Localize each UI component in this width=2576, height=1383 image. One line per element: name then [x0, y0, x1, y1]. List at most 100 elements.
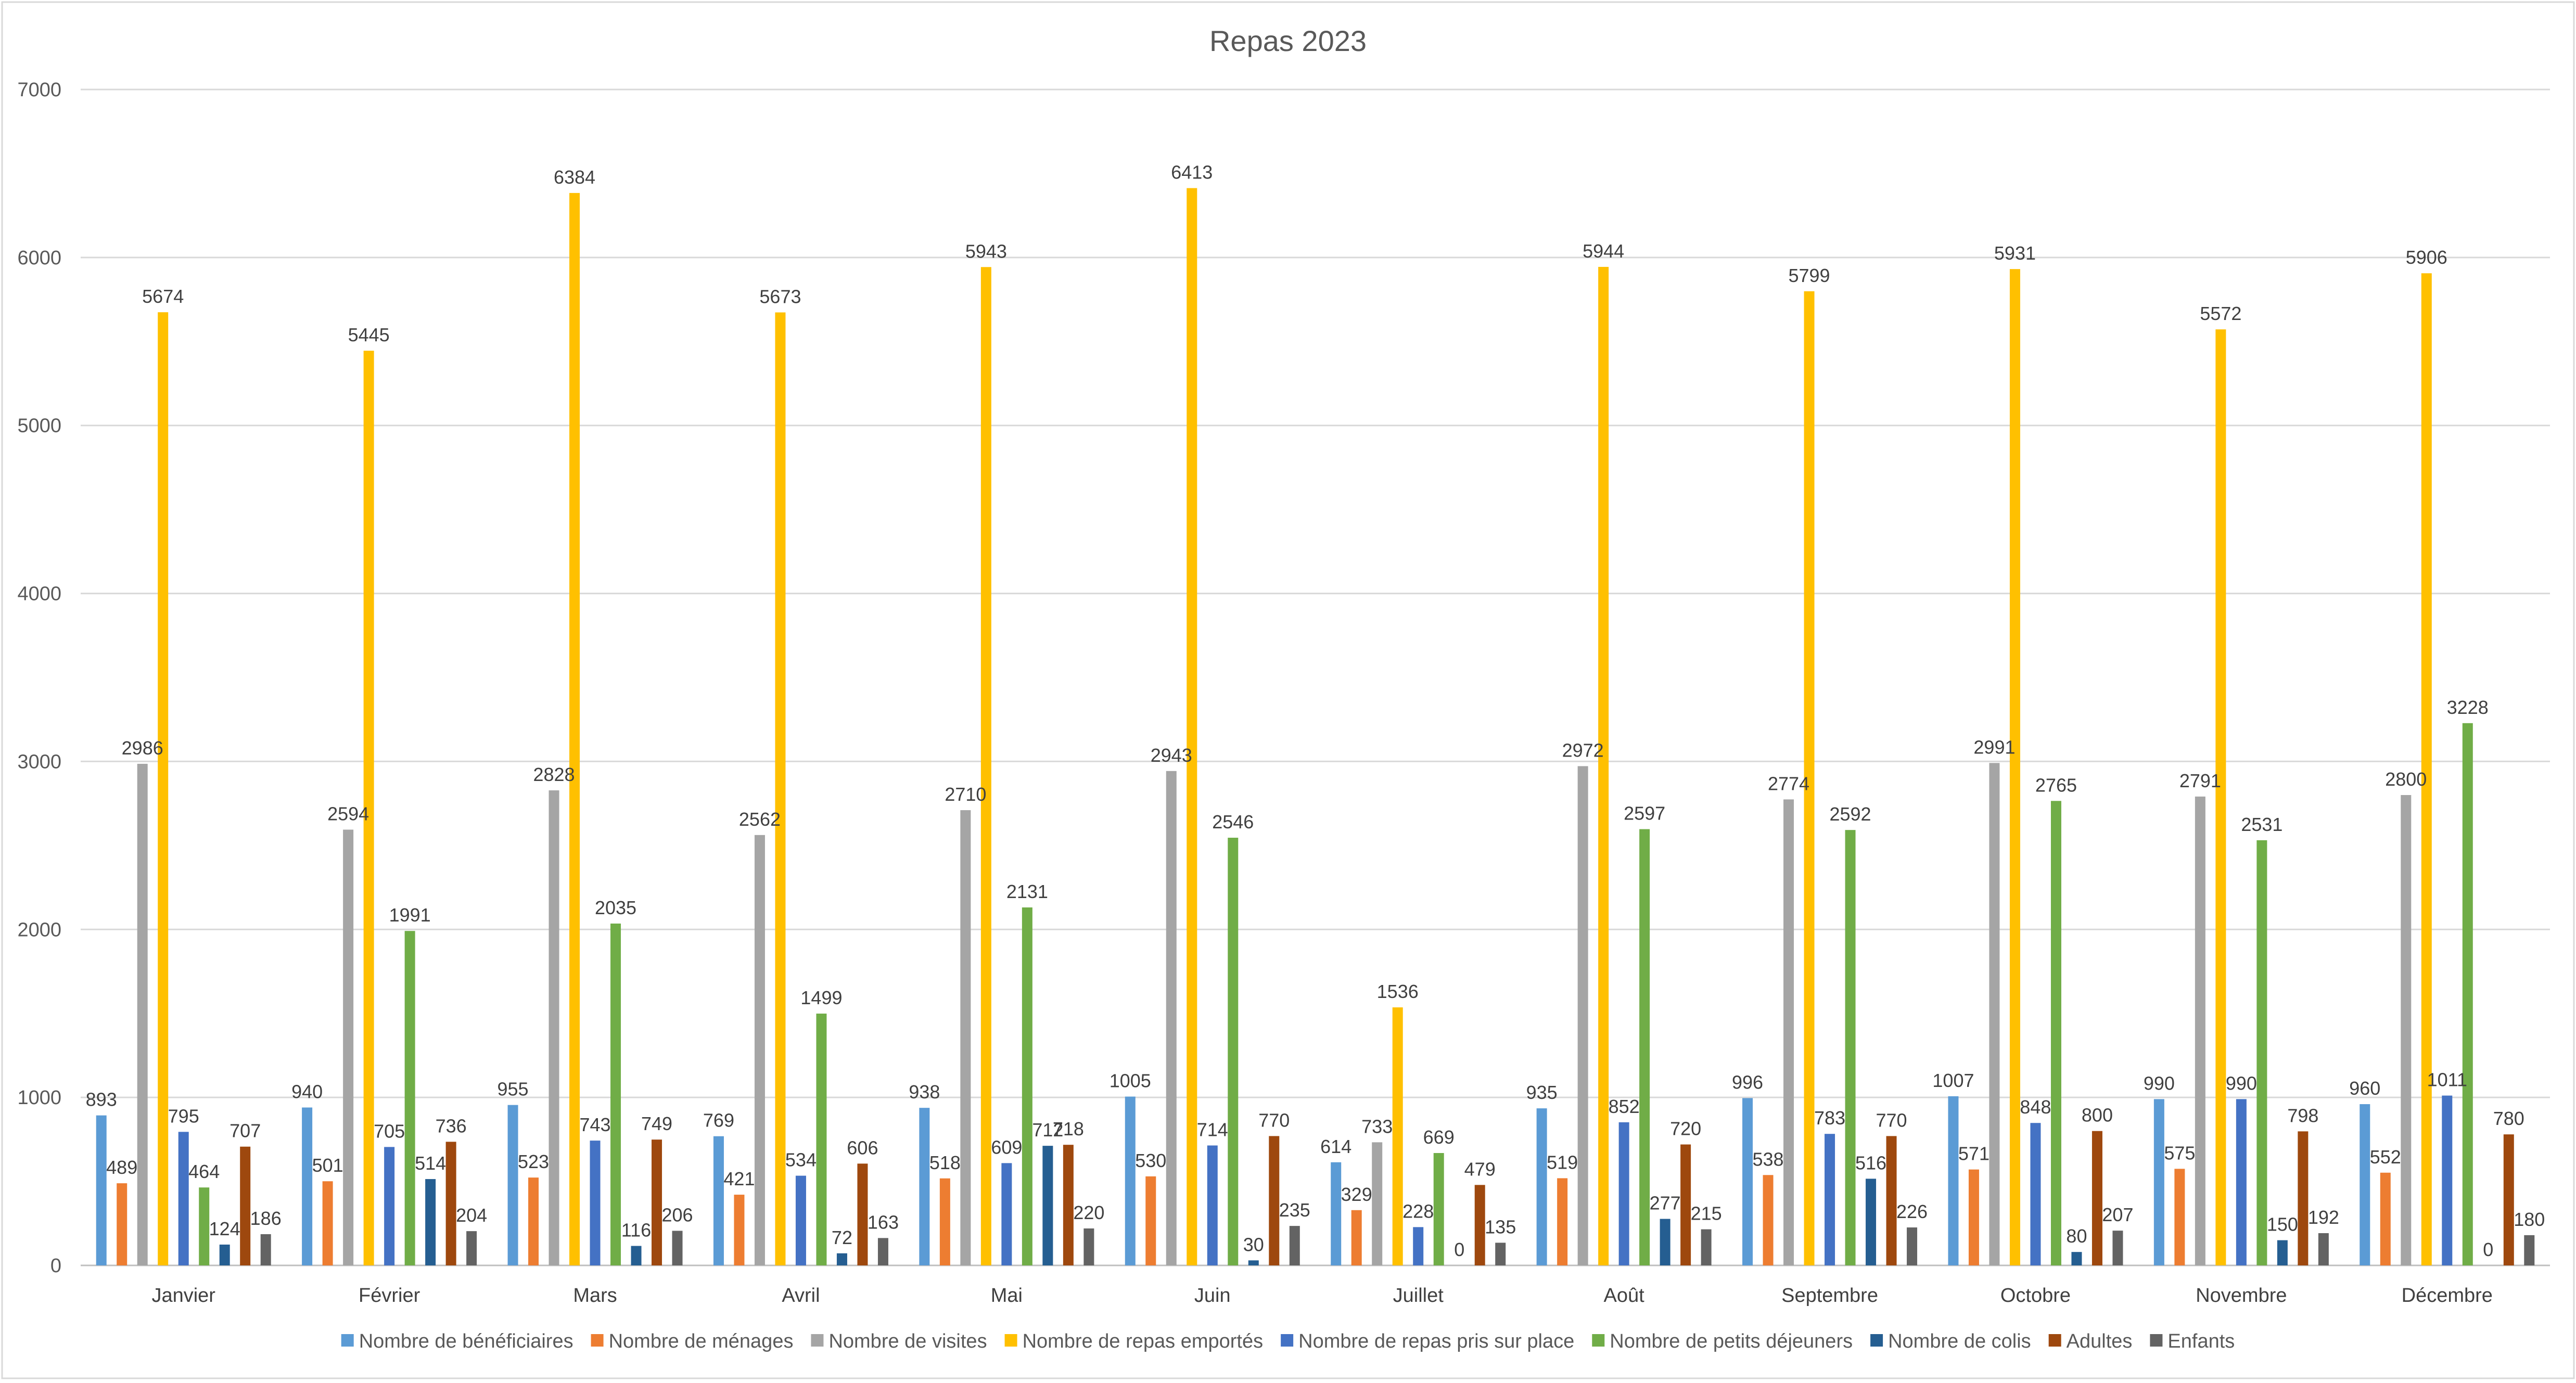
bar	[1783, 799, 1794, 1265]
data-label: 996	[1732, 1071, 1763, 1093]
legend-label: Nombre de ménages	[609, 1330, 794, 1352]
bars	[96, 188, 2535, 1266]
data-label: 204	[456, 1205, 487, 1226]
x-category-label: Octobre	[2000, 1285, 2071, 1307]
x-category-label: Juillet	[1393, 1285, 1444, 1307]
bar	[816, 1014, 827, 1265]
bar	[1289, 1226, 1300, 1265]
data-label: 124	[209, 1218, 240, 1239]
bar	[1083, 1228, 1094, 1265]
data-label: 795	[168, 1105, 199, 1126]
bar	[1248, 1260, 1259, 1265]
bar	[836, 1253, 847, 1265]
data-label: 228	[1402, 1200, 1434, 1222]
data-label: 5931	[1994, 242, 2036, 264]
y-tick-label: 3000	[17, 751, 61, 773]
data-label: 707	[229, 1120, 261, 1142]
y-tick-label: 5000	[17, 415, 61, 437]
data-label: 6413	[1171, 162, 1213, 183]
legend-item: Nombre de petits déjeuners	[1592, 1330, 1853, 1352]
data-label: 718	[1053, 1118, 1084, 1139]
legend-item: Nombre de bénéficiaires	[341, 1330, 573, 1352]
data-label: 518	[929, 1152, 961, 1173]
bar	[240, 1146, 251, 1265]
data-label: 2710	[945, 784, 986, 805]
data-label: 769	[703, 1110, 734, 1131]
data-label: 215	[1691, 1203, 1722, 1224]
bar	[1577, 766, 1588, 1265]
bar	[1022, 907, 1032, 1265]
bar	[1680, 1144, 1691, 1265]
bar	[1948, 1096, 1959, 1265]
data-label: 2592	[1829, 803, 1871, 825]
data-label: 2597	[1624, 803, 1665, 824]
data-label: 2828	[533, 764, 575, 785]
bar	[425, 1179, 436, 1265]
data-label: 800	[2082, 1105, 2113, 1126]
legend-label: Nombre de repas emportés	[1023, 1330, 1264, 1352]
legend-item: Nombre de colis	[1870, 1330, 2031, 1352]
bar	[1763, 1175, 1774, 1265]
data-label: 714	[1197, 1119, 1228, 1140]
data-label: 1007	[1932, 1070, 1974, 1091]
bar	[2360, 1104, 2370, 1265]
bar	[1042, 1146, 1053, 1265]
bar	[775, 312, 786, 1266]
bar	[2092, 1131, 2102, 1265]
bar	[631, 1246, 642, 1265]
bar	[1660, 1219, 1670, 1265]
data-label: 935	[1526, 1082, 1558, 1103]
bar	[117, 1183, 127, 1265]
bar	[1063, 1145, 1074, 1265]
bar	[384, 1147, 395, 1265]
legend-swatch	[1004, 1334, 1017, 1347]
bar	[734, 1195, 745, 1265]
data-label: 519	[1547, 1151, 1578, 1173]
legend-item: Nombre de visites	[811, 1330, 987, 1352]
x-category-label: Février	[359, 1285, 420, 1307]
data-label: 0	[1454, 1239, 1464, 1260]
data-label: 538	[1753, 1148, 1784, 1170]
data-label: 770	[1258, 1109, 1290, 1131]
data-label: 571	[1958, 1143, 1990, 1164]
data-label: 2972	[1562, 739, 1604, 761]
data-label: 0	[2483, 1239, 2493, 1260]
data-label: 530	[1135, 1150, 1166, 1171]
bar	[795, 1175, 806, 1265]
legend-swatch	[811, 1334, 824, 1347]
legend-swatch	[1592, 1334, 1605, 1347]
data-label: 5673	[759, 286, 801, 307]
bar	[1825, 1134, 1835, 1265]
bar	[2236, 1099, 2247, 1265]
data-label: 501	[312, 1155, 343, 1176]
data-label: 705	[374, 1120, 405, 1142]
bar	[1557, 1178, 1568, 1265]
bar	[1598, 266, 1609, 1265]
bar	[549, 790, 559, 1265]
x-category-label: Juin	[1194, 1285, 1231, 1307]
data-label: 2562	[739, 809, 781, 830]
bar	[178, 1132, 189, 1265]
data-label: 990	[2144, 1072, 2175, 1094]
x-category-label: Mars	[573, 1285, 617, 1307]
data-label: 798	[2287, 1105, 2318, 1126]
legend-item: Nombre de repas pris sur place	[1281, 1330, 1574, 1352]
data-label: 1991	[389, 904, 431, 926]
data-label: 669	[1423, 1126, 1455, 1148]
data-label: 2800	[2385, 769, 2427, 790]
data-label: 1499	[800, 987, 842, 1008]
bar	[2524, 1235, 2535, 1265]
bar	[590, 1141, 601, 1265]
y-axis-ticks: 0 1000 2000 3000 4000 5000 6000 7000	[17, 79, 61, 1277]
legend-label: Nombre de bénéficiaires	[359, 1330, 573, 1352]
data-label: 720	[1670, 1118, 1701, 1139]
bar	[2421, 273, 2432, 1265]
bar	[672, 1231, 683, 1265]
data-label: 2765	[2035, 774, 2077, 796]
x-category-label: Décembre	[2402, 1285, 2493, 1307]
bar	[1845, 830, 1856, 1265]
data-label: 329	[1341, 1184, 1372, 1205]
bar	[1968, 1169, 1979, 1265]
bar	[713, 1136, 724, 1265]
